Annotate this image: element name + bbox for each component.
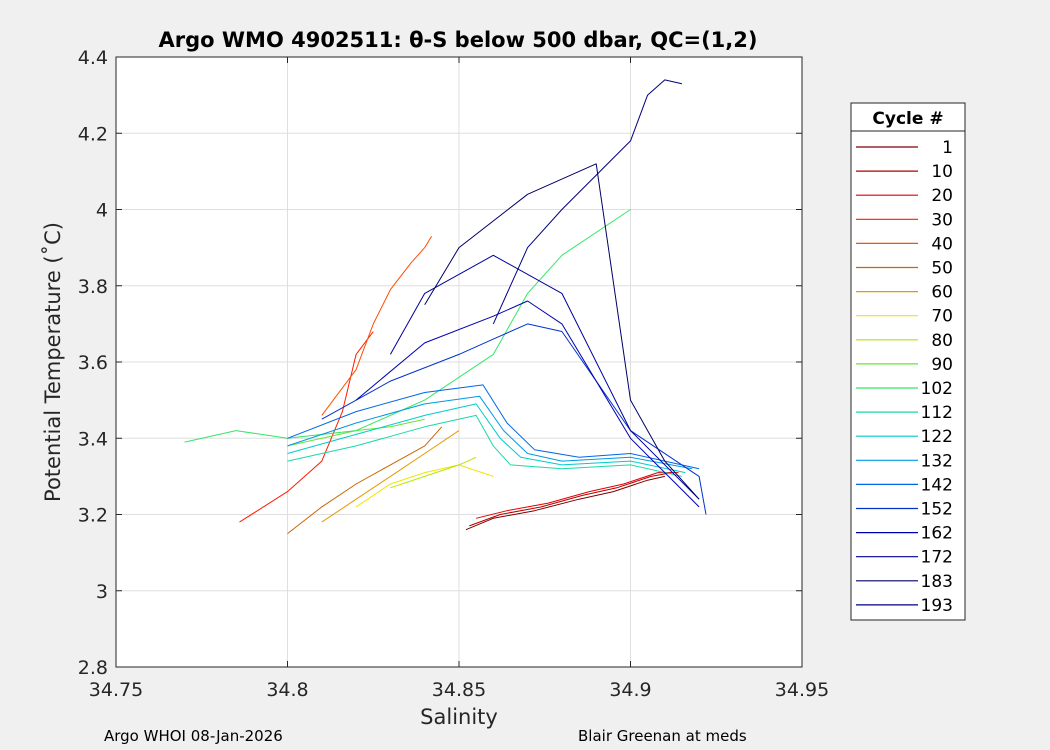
x-tick-label: 34.75 — [89, 679, 143, 701]
legend-label: 152 — [921, 500, 953, 520]
series-line-cycle-80 — [390, 456, 477, 489]
series-line-cycle-142 — [287, 384, 700, 470]
series-line-cycle-162 — [355, 300, 700, 508]
series-line-cycle-50 — [287, 426, 443, 534]
series-line-cycle-20 — [475, 472, 679, 519]
legend-label: 50 — [931, 259, 953, 279]
legend-box — [850, 102, 966, 621]
y-tick-label: 3.2 — [78, 505, 108, 527]
series-line-cycle-70 — [355, 464, 494, 508]
legend-label: 112 — [921, 403, 953, 423]
series-line-cycle-10 — [469, 472, 672, 527]
x-tick-label: 34.85 — [432, 679, 486, 701]
series-line-cycle-112 — [287, 414, 683, 477]
legend-label: 193 — [921, 596, 953, 616]
y-tick-label: 4.2 — [78, 123, 108, 145]
series-line-cycle-193 — [492, 79, 683, 325]
x-tick-label: 34.9 — [609, 679, 651, 701]
y-tick-label: 3.8 — [78, 276, 108, 298]
ticks: 34.75 34.8 34.85 34.9 34.95 2.8 3 3.2 3.4 3.6 3.8 4… — [78, 47, 829, 701]
legend-label: 1 — [942, 138, 953, 158]
y-tick-label: 4 — [96, 200, 108, 222]
y-tick-label: 3.6 — [78, 352, 108, 374]
series-line-cycle-40 — [321, 235, 433, 416]
x-tick-label: 34.95 — [775, 679, 829, 701]
legend-label: 60 — [931, 283, 953, 303]
data-series — [184, 79, 707, 534]
legend-entries: 1 10 20 30 40 50 60 70 80 90 102 112 122 132 142 152 162… — [856, 138, 953, 616]
legend-label: 142 — [921, 475, 953, 495]
series-line-cycle-183 — [424, 163, 700, 500]
y-tick-label: 3.4 — [78, 428, 108, 450]
legend-label: 30 — [931, 210, 953, 230]
series-line-cycle-1 — [465, 475, 665, 531]
legend-label: 80 — [931, 331, 953, 351]
chart-title: Argo WMO 4902511: θ-S below 500 dbar, QC… — [159, 28, 758, 52]
y-tick-label: 4.4 — [78, 47, 108, 69]
series-line-cycle-60 — [321, 430, 460, 523]
series-line-cycle-152 — [321, 323, 707, 515]
legend-title: Cycle # — [872, 109, 943, 129]
legend-label: 102 — [921, 379, 953, 399]
legend-label: 132 — [921, 451, 953, 471]
y-axis-label: Potential Temperature (˚C) — [41, 222, 65, 502]
legend-label: 162 — [921, 524, 953, 544]
y-tick-label: 3 — [96, 581, 108, 603]
legend-label: 70 — [931, 307, 953, 327]
legend-label: 40 — [931, 234, 953, 254]
series-line-cycle-122 — [287, 403, 686, 474]
series-line-cycle-172 — [389, 254, 700, 500]
legend-label: 122 — [921, 427, 953, 447]
y-tick-label: 2.8 — [78, 657, 108, 679]
legend-label: 10 — [931, 162, 953, 182]
series-line-cycle-132 — [287, 395, 693, 470]
x-axis-label: Salinity — [420, 705, 498, 729]
legend-label: 172 — [921, 548, 953, 568]
legend: Cycle # 11020304050607080901021121221321… — [850, 102, 966, 621]
series-line-cycle-102 — [184, 209, 631, 443]
footer-left: Argo WHOI 08-Jan-2026 — [104, 727, 283, 745]
footer-right: Blair Greenan at meds — [578, 727, 747, 745]
legend-label: 183 — [921, 572, 953, 592]
legend-label: 20 — [931, 186, 953, 206]
legend-label: 90 — [931, 355, 953, 375]
x-tick-label: 34.8 — [266, 679, 308, 701]
